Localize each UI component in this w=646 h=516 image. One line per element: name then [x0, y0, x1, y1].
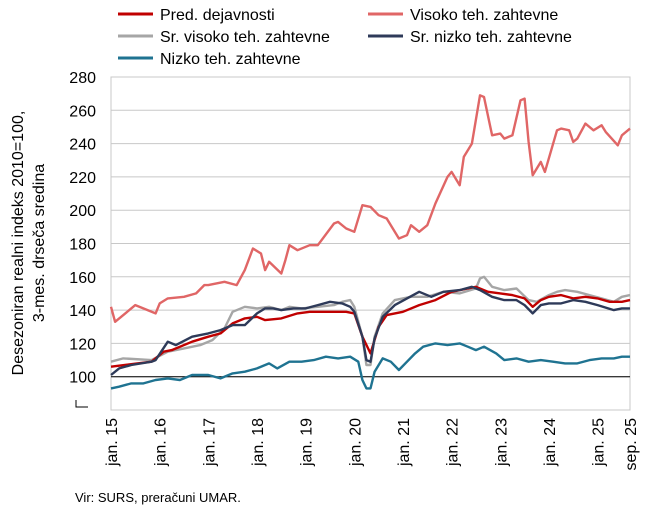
y-tick-label: 120: [69, 336, 96, 353]
legend-label: Visoko teh. zahtevne: [410, 7, 558, 24]
legend-label: Sr. visoko teh. zahtevne: [160, 29, 330, 46]
x-tick-label: jan. 22: [445, 418, 462, 467]
x-tick-label: jan. 17: [201, 418, 218, 467]
x-tick-label: jan. 16: [153, 418, 170, 467]
x-tick-label: jan. 15: [104, 418, 121, 467]
y-tick-label: 280: [69, 70, 96, 87]
legend-label: Sr. nizko teh. zahtevne: [410, 29, 572, 46]
y-axis-title-line2: 3-mes. drseča sredina: [31, 164, 48, 322]
legend: Pred. dejavnosti Visoko teh. zahtevne Sr. …: [118, 7, 572, 68]
x-tick-label: jan. 24: [542, 418, 559, 467]
x-tick-label: sep. 25: [623, 418, 640, 471]
source-note: Vir: SURS, preračuni UMAR.: [75, 490, 241, 505]
axis-break-icon: [75, 400, 88, 408]
series-line-0: [110, 285, 631, 368]
legend-label: Nizko teh. zahtevne: [160, 51, 301, 68]
y-tick-label: 160: [69, 270, 96, 287]
series-lines: [109, 94, 631, 390]
series-line-1: [109, 94, 631, 323]
series-line-3: [110, 285, 630, 376]
y-tick-label: 240: [69, 137, 96, 154]
y-tick-label: 140: [69, 303, 96, 320]
x-tick-label: jan. 25: [591, 418, 608, 467]
y-tick-label: 100: [69, 370, 96, 387]
y-axis-title-line1: Desezoniran realni indeks 2010=100,: [10, 111, 27, 376]
y-tick-label: 200: [69, 203, 96, 220]
legend-label: Pred. dejavnosti: [160, 7, 275, 24]
y-tick-label: 260: [69, 103, 96, 120]
gridlines: [111, 76, 630, 378]
x-tick-label: jan. 19: [299, 418, 316, 467]
x-tick-label: jan. 23: [493, 418, 510, 467]
y-tick-label: 220: [69, 170, 96, 187]
x-axis-ticks: jan. 15 jan. 16 jan. 17 jan. 18 jan. 19 jan. …: [104, 418, 640, 471]
x-tick-label: jan. 20: [347, 418, 364, 467]
y-axis-ticks: 100 120 140 160 180 200 220 240 260 280: [69, 70, 96, 387]
x-tick-label: jan. 18: [250, 418, 267, 467]
y-tick-label: 180: [69, 237, 96, 254]
plot-frame: [110, 76, 631, 411]
series-line-4: [110, 342, 630, 390]
x-tick-label: jan. 21: [396, 418, 413, 467]
